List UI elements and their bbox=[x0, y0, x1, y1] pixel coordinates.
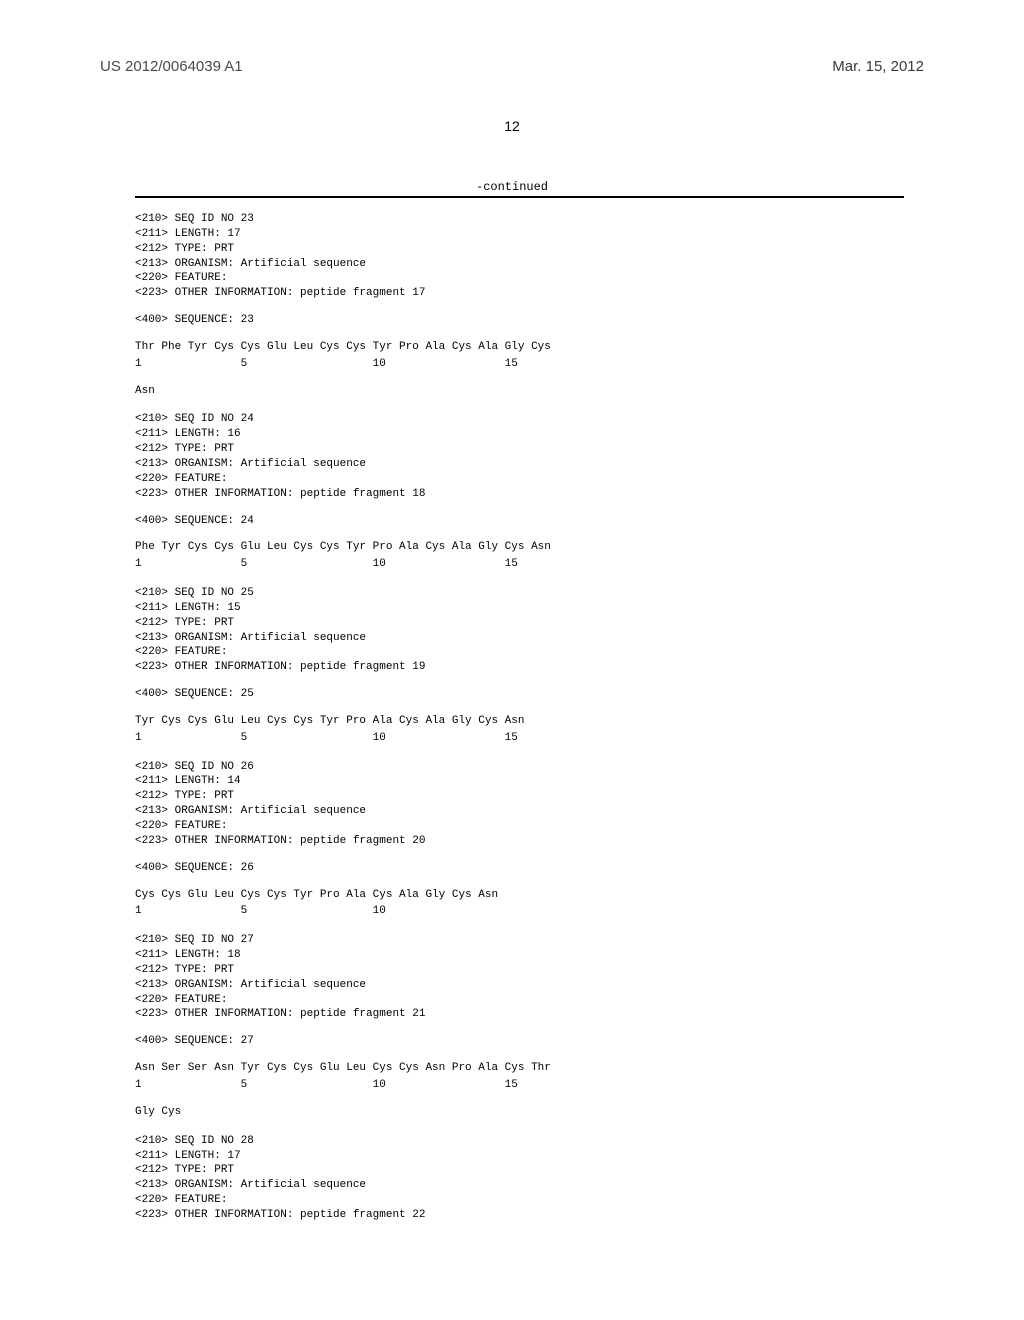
sequence-header-line: <210> SEQ ID NO 26 bbox=[135, 760, 904, 775]
sequence-title: <400> SEQUENCE: 23 bbox=[135, 313, 904, 328]
sequence-block: <210> SEQ ID NO 27<211> LENGTH: 18<212> … bbox=[135, 933, 904, 1119]
sequence-header-line: <223> OTHER INFORMATION: peptide fragmen… bbox=[135, 1007, 904, 1022]
sequence-title: <400> SEQUENCE: 27 bbox=[135, 1034, 904, 1049]
sequence-block: <210> SEQ ID NO 23<211> LENGTH: 17<212> … bbox=[135, 212, 904, 398]
sequence-amino-acids: Cys Cys Glu Leu Cys Cys Tyr Pro Ala Cys … bbox=[135, 888, 904, 903]
sequence-header-line: <210> SEQ ID NO 27 bbox=[135, 933, 904, 948]
sequence-title: <400> SEQUENCE: 24 bbox=[135, 514, 904, 529]
sequence-amino-acids: Thr Phe Tyr Cys Cys Glu Leu Cys Cys Tyr … bbox=[135, 340, 904, 355]
sequence-listing: <210> SEQ ID NO 23<211> LENGTH: 17<212> … bbox=[135, 212, 904, 1237]
sequence-position-numbers: 1 5 10 bbox=[135, 904, 904, 919]
sequence-block: <210> SEQ ID NO 28<211> LENGTH: 17<212> … bbox=[135, 1134, 904, 1223]
sequence-header-line: <223> OTHER INFORMATION: peptide fragmen… bbox=[135, 1208, 904, 1223]
sequence-header-line: <211> LENGTH: 15 bbox=[135, 601, 904, 616]
sequence-header-line: <213> ORGANISM: Artificial sequence bbox=[135, 457, 904, 472]
sequence-header-line: <220> FEATURE: bbox=[135, 1193, 904, 1208]
sequence-header-line: <223> OTHER INFORMATION: peptide fragmen… bbox=[135, 834, 904, 849]
sequence-header-line: <212> TYPE: PRT bbox=[135, 1163, 904, 1178]
sequence-header-line: <213> ORGANISM: Artificial sequence bbox=[135, 1178, 904, 1193]
sequence-header-line: <212> TYPE: PRT bbox=[135, 963, 904, 978]
sequence-header-line: <210> SEQ ID NO 25 bbox=[135, 586, 904, 601]
sequence-header-line: <213> ORGANISM: Artificial sequence bbox=[135, 257, 904, 272]
sequence-title: <400> SEQUENCE: 26 bbox=[135, 861, 904, 876]
sequence-amino-acids: Tyr Cys Cys Glu Leu Cys Cys Tyr Pro Ala … bbox=[135, 714, 904, 729]
sequence-header-line: <211> LENGTH: 14 bbox=[135, 774, 904, 789]
sequence-header-line: <211> LENGTH: 16 bbox=[135, 427, 904, 442]
sequence-header-line: <212> TYPE: PRT bbox=[135, 789, 904, 804]
sequence-header-line: <220> FEATURE: bbox=[135, 645, 904, 660]
sequence-header-line: <213> ORGANISM: Artificial sequence bbox=[135, 804, 904, 819]
sequence-header-line: <220> FEATURE: bbox=[135, 472, 904, 487]
sequence-position-numbers: 1 5 10 15 bbox=[135, 731, 904, 746]
sequence-position-numbers: 1 5 10 15 bbox=[135, 357, 904, 372]
sequence-header-line: <210> SEQ ID NO 23 bbox=[135, 212, 904, 227]
continued-label: -continued bbox=[476, 180, 548, 194]
sequence-header-line: <213> ORGANISM: Artificial sequence bbox=[135, 978, 904, 993]
publication-number: US 2012/0064039 A1 bbox=[100, 58, 243, 75]
sequence-block: <210> SEQ ID NO 26<211> LENGTH: 14<212> … bbox=[135, 760, 904, 920]
sequence-header-line: <212> TYPE: PRT bbox=[135, 242, 904, 257]
sequence-position-numbers: 1 5 10 15 bbox=[135, 557, 904, 572]
page-number: 12 bbox=[504, 118, 520, 134]
sequence-header-line: <220> FEATURE: bbox=[135, 819, 904, 834]
sequence-header-line: <220> FEATURE: bbox=[135, 271, 904, 286]
sequence-header-line: <220> FEATURE: bbox=[135, 993, 904, 1008]
sequence-header-line: <223> OTHER INFORMATION: peptide fragmen… bbox=[135, 286, 904, 301]
sequence-title: <400> SEQUENCE: 25 bbox=[135, 687, 904, 702]
sequence-block: <210> SEQ ID NO 24<211> LENGTH: 16<212> … bbox=[135, 412, 904, 572]
publication-date: Mar. 15, 2012 bbox=[832, 58, 924, 75]
sequence-header-line: <212> TYPE: PRT bbox=[135, 442, 904, 457]
sequence-header-line: <223> OTHER INFORMATION: peptide fragmen… bbox=[135, 487, 904, 502]
sequence-header-line: <212> TYPE: PRT bbox=[135, 616, 904, 631]
sequence-header-line: <213> ORGANISM: Artificial sequence bbox=[135, 631, 904, 646]
sequence-continuation: Gly Cys bbox=[135, 1105, 904, 1120]
sequence-block: <210> SEQ ID NO 25<211> LENGTH: 15<212> … bbox=[135, 586, 904, 746]
sequence-header-line: <211> LENGTH: 18 bbox=[135, 948, 904, 963]
sequence-header-line: <210> SEQ ID NO 28 bbox=[135, 1134, 904, 1149]
sequence-continuation: Asn bbox=[135, 384, 904, 399]
horizontal-rule bbox=[135, 196, 904, 198]
sequence-header-line: <211> LENGTH: 17 bbox=[135, 1149, 904, 1164]
sequence-header-line: <223> OTHER INFORMATION: peptide fragmen… bbox=[135, 660, 904, 675]
sequence-position-numbers: 1 5 10 15 bbox=[135, 1078, 904, 1093]
sequence-header-line: <211> LENGTH: 17 bbox=[135, 227, 904, 242]
document-header: US 2012/0064039 A1 Mar. 15, 2012 bbox=[0, 58, 1024, 75]
sequence-amino-acids: Phe Tyr Cys Cys Glu Leu Cys Cys Tyr Pro … bbox=[135, 540, 904, 555]
sequence-amino-acids: Asn Ser Ser Asn Tyr Cys Cys Glu Leu Cys … bbox=[135, 1061, 904, 1076]
sequence-header-line: <210> SEQ ID NO 24 bbox=[135, 412, 904, 427]
